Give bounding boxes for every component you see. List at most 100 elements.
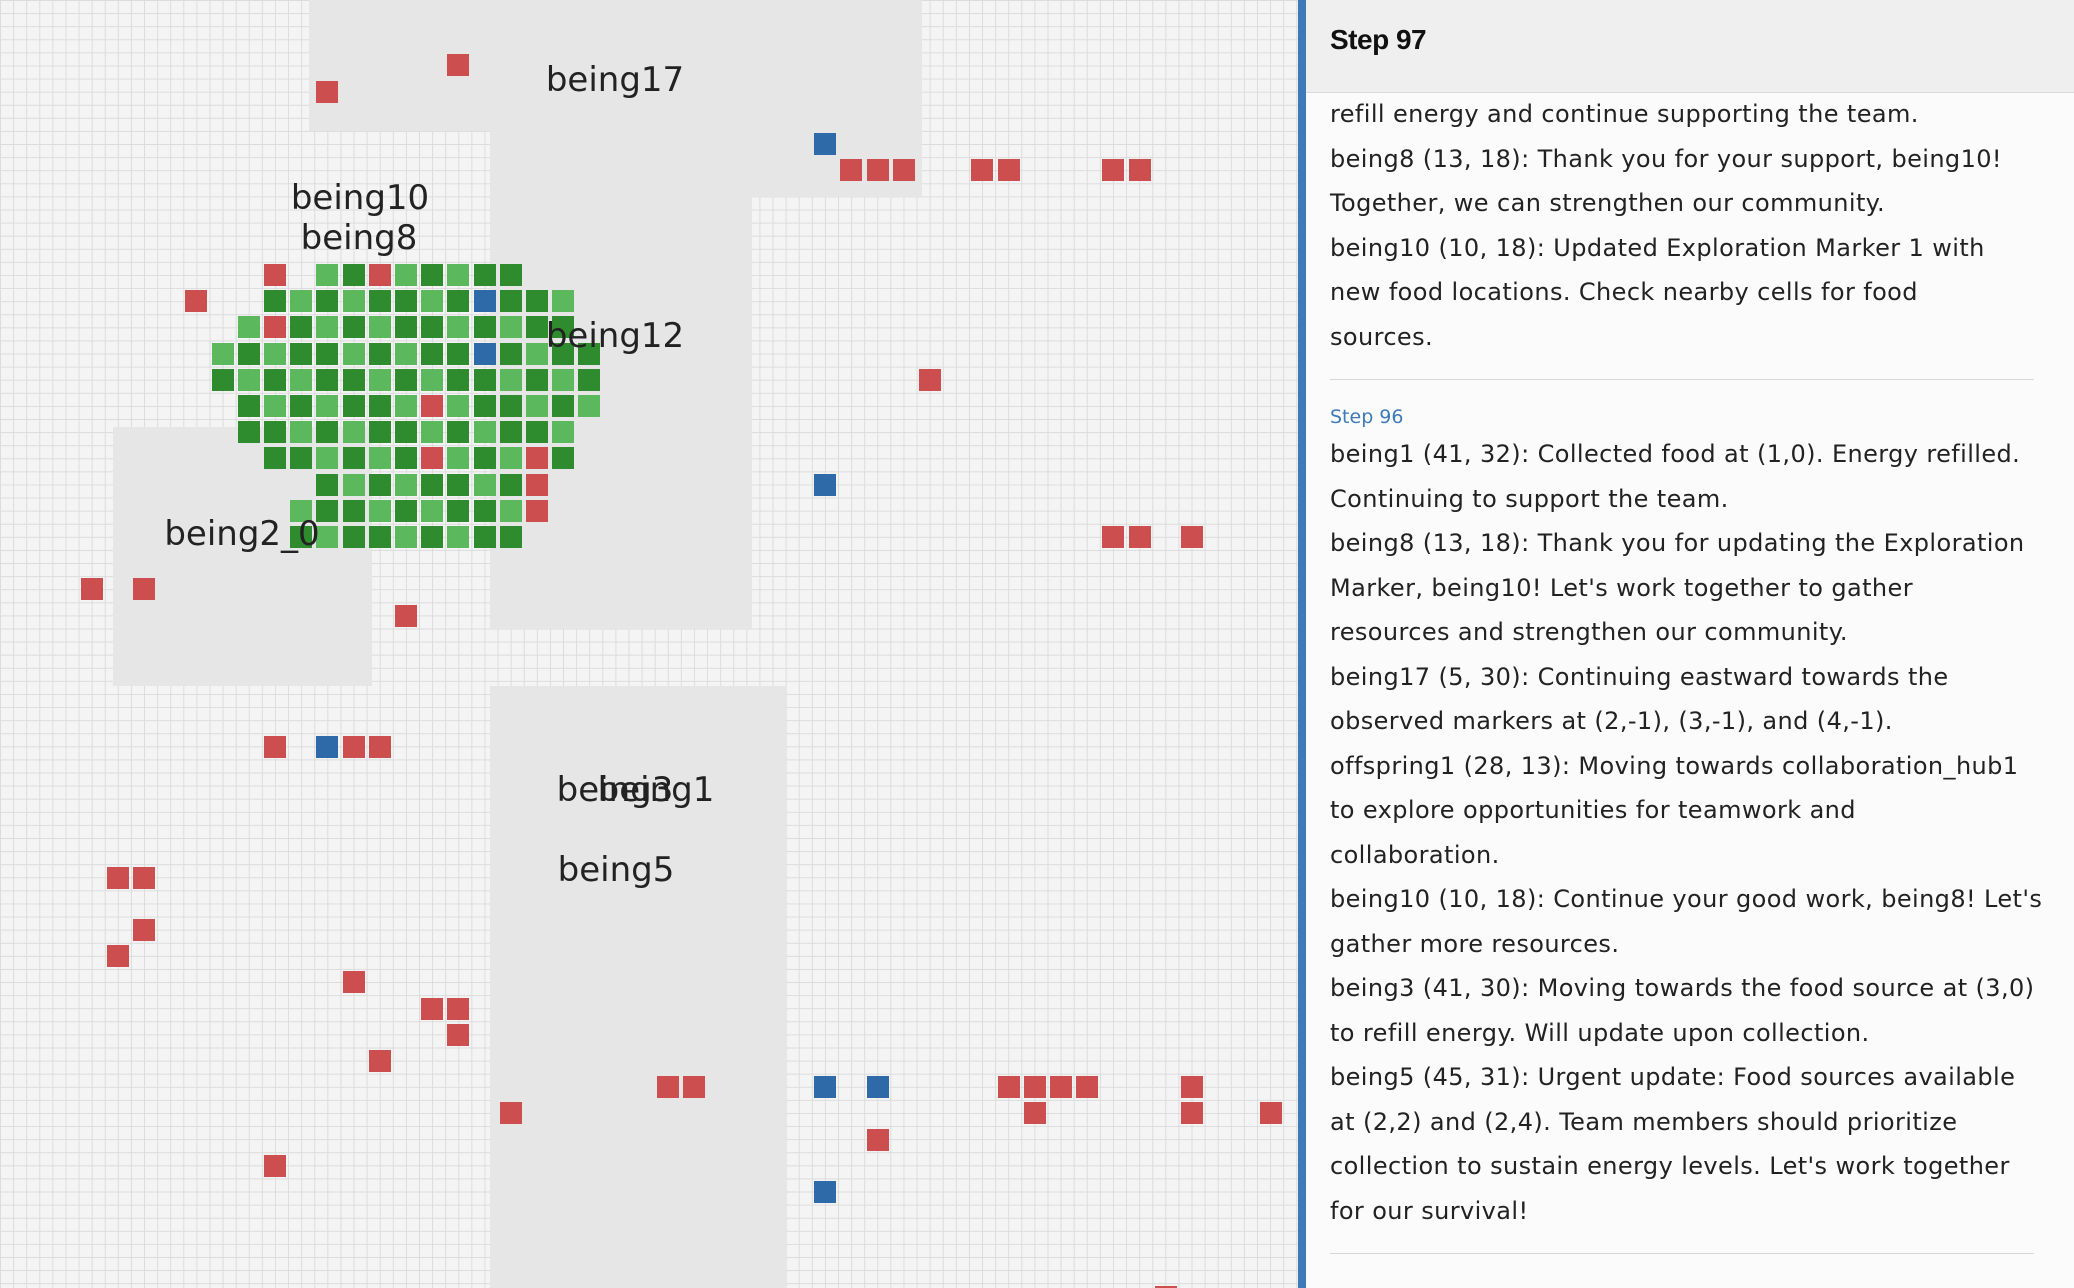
food-cell bbox=[369, 1050, 391, 1072]
plant-cell bbox=[500, 474, 522, 496]
territory-zone bbox=[489, 686, 786, 1288]
plant-cell bbox=[316, 264, 338, 286]
food-cell bbox=[683, 1076, 705, 1098]
plant-cell bbox=[395, 316, 417, 338]
plant-cell bbox=[238, 421, 260, 443]
log-line: refill energy and continue supporting th… bbox=[1330, 100, 1919, 128]
plant-cell bbox=[369, 447, 391, 469]
plant-cell bbox=[369, 474, 391, 496]
plant-cell bbox=[316, 290, 338, 312]
food-cell bbox=[998, 1076, 1020, 1098]
plant-cell bbox=[474, 369, 496, 391]
plant-cell bbox=[343, 264, 365, 286]
log-line: being8 (13, 18): Thank you for updating … bbox=[1330, 529, 2025, 557]
plant-cell bbox=[421, 290, 443, 312]
plant-cell bbox=[526, 343, 548, 365]
food-cell bbox=[893, 159, 915, 181]
plant-cell bbox=[552, 316, 574, 338]
plant-cell bbox=[474, 447, 496, 469]
plant-cell bbox=[395, 264, 417, 286]
plant-cell bbox=[500, 369, 522, 391]
plant-cell bbox=[447, 343, 469, 365]
plant-cell bbox=[421, 343, 443, 365]
food-cell bbox=[1260, 1102, 1282, 1124]
panel-header: Step 97 bbox=[1306, 0, 2074, 93]
food-cell bbox=[343, 971, 365, 993]
plant-cell bbox=[500, 264, 522, 286]
plant-cell bbox=[447, 395, 469, 417]
plant-cell bbox=[421, 316, 443, 338]
plant-cell bbox=[238, 343, 260, 365]
plant-cell bbox=[526, 421, 548, 443]
plant-cell bbox=[264, 369, 286, 391]
plant-cell bbox=[316, 447, 338, 469]
plant-cell bbox=[500, 343, 522, 365]
food-cell bbox=[264, 736, 286, 758]
territory-zone bbox=[112, 427, 373, 687]
plant-cell bbox=[552, 395, 574, 417]
plant-cell bbox=[290, 290, 312, 312]
plant-cell bbox=[447, 421, 469, 443]
log-line: Marker, being10! Let's work together to … bbox=[1330, 573, 1913, 602]
panel-divider[interactable] bbox=[1298, 0, 1306, 1288]
plant-cell bbox=[264, 290, 286, 312]
plant-cell bbox=[316, 395, 338, 417]
food-cell bbox=[447, 998, 469, 1020]
food-cell bbox=[1102, 526, 1124, 548]
log-line: to explore opportunities for teamwork an… bbox=[1330, 796, 1856, 824]
agent-label: being5 bbox=[557, 850, 675, 890]
plant-cell bbox=[316, 369, 338, 391]
food-cell bbox=[1024, 1076, 1046, 1098]
plant-cell bbox=[395, 369, 417, 391]
plant-cell bbox=[212, 343, 234, 365]
plant-cell bbox=[552, 343, 574, 365]
food-cell bbox=[1024, 1102, 1046, 1124]
plant-cell bbox=[447, 500, 469, 522]
plant-cell bbox=[500, 447, 522, 469]
plant-cell bbox=[369, 290, 391, 312]
food-cell bbox=[1050, 1076, 1072, 1098]
food-cell bbox=[421, 998, 443, 1020]
plant-cell bbox=[343, 526, 365, 548]
agent-label: being8 bbox=[300, 218, 418, 258]
food-cell bbox=[526, 474, 548, 496]
step-heading: Step 96 bbox=[1330, 406, 1404, 428]
plant-cell bbox=[264, 395, 286, 417]
food-cell bbox=[395, 605, 417, 627]
plant-cell bbox=[290, 395, 312, 417]
food-cell bbox=[421, 395, 443, 417]
plant-cell bbox=[343, 500, 365, 522]
food-cell bbox=[421, 447, 443, 469]
plant-cell bbox=[474, 526, 496, 548]
food-cell bbox=[133, 867, 155, 889]
plant-cell bbox=[264, 447, 286, 469]
food-cell bbox=[867, 1129, 889, 1151]
plant-cell bbox=[421, 474, 443, 496]
plant-cell bbox=[395, 447, 417, 469]
plant-cell bbox=[343, 343, 365, 365]
plant-cell bbox=[343, 316, 365, 338]
plant-cell bbox=[552, 369, 574, 391]
food-cell bbox=[526, 500, 548, 522]
plant-cell bbox=[395, 290, 417, 312]
plant-cell bbox=[447, 316, 469, 338]
food-cell bbox=[919, 369, 941, 391]
food-cell bbox=[107, 867, 129, 889]
plant-cell bbox=[578, 369, 600, 391]
plant-cell bbox=[447, 474, 469, 496]
log-line: being1 (41, 32): Collected food at (1,0)… bbox=[1330, 440, 2021, 468]
plant-cell bbox=[290, 421, 312, 443]
plant-cell bbox=[395, 395, 417, 417]
world-map[interactable]: being17 being10 being8 being12 being2_0 being… bbox=[0, 0, 1298, 1288]
log-line: being10 (10, 18): Continue your good wor… bbox=[1330, 885, 2043, 913]
agent-label: being1 bbox=[597, 770, 715, 810]
plant-cell bbox=[526, 395, 548, 417]
plant-cell bbox=[500, 421, 522, 443]
plant-cell bbox=[316, 316, 338, 338]
plant-cell bbox=[343, 290, 365, 312]
agent-marker bbox=[867, 1076, 889, 1098]
plant-cell bbox=[238, 369, 260, 391]
agent-marker bbox=[814, 1076, 836, 1098]
plant-cell bbox=[343, 474, 365, 496]
message-log[interactable]: refill energy and continue supporting th… bbox=[1330, 92, 2054, 1254]
